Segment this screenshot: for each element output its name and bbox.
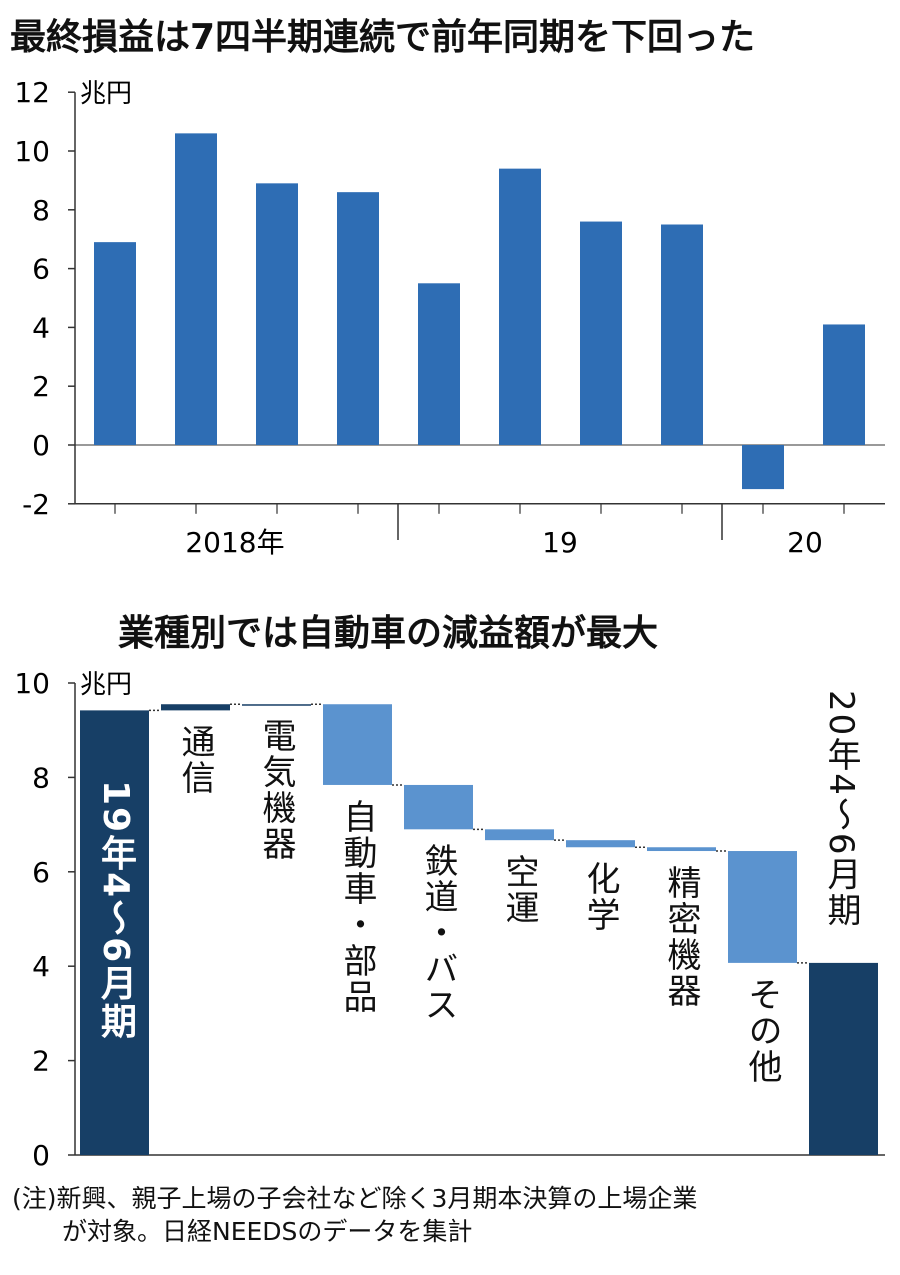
category-label: 空運	[499, 854, 539, 927]
category-label: 通信	[175, 724, 215, 797]
change-bar	[242, 704, 311, 706]
group-label: 20	[787, 526, 823, 559]
y-tick-label: 6	[32, 253, 50, 286]
total-bar	[809, 962, 878, 1155]
category-label: 精密機器	[661, 865, 701, 1010]
category-label: 20年4〜6月期	[821, 690, 861, 929]
y-tick-label: -2	[22, 488, 50, 521]
change-bar	[566, 840, 635, 848]
bar	[823, 324, 865, 445]
category-label: 化学	[580, 861, 620, 934]
change-bar	[647, 847, 716, 852]
y-tick-label: 4	[32, 311, 50, 344]
y-tick-label: 8	[32, 194, 50, 227]
bar	[256, 183, 298, 445]
category-label: 電気機器	[256, 718, 296, 863]
chart2-title: 業種別では自動車の減益額が最大	[118, 613, 659, 654]
group-label: 2018年	[185, 526, 284, 559]
y-tick-label: 10	[14, 667, 50, 700]
y-tick-label: 6	[32, 856, 50, 889]
bar	[580, 221, 622, 445]
change-bar	[404, 784, 473, 830]
y-tick-label: 8	[32, 761, 50, 794]
y-tick-label: 4	[32, 950, 50, 983]
footnote-line: (注)新興、親子上場の子会社など除く3月期本決算の上場企業	[12, 1184, 698, 1213]
y-tick-label: 10	[14, 135, 50, 168]
change-bar	[485, 829, 554, 841]
bar	[175, 133, 217, 446]
y-unit-label: 兆円	[80, 670, 132, 700]
bar	[418, 283, 460, 445]
y-tick-label: 2	[32, 370, 50, 403]
bar	[94, 242, 136, 445]
category-label: 鉄道・バス	[418, 843, 458, 1024]
change-bar	[323, 704, 392, 785]
total-bar	[80, 710, 149, 1155]
bar	[499, 168, 541, 445]
y-unit-label: 兆円	[80, 79, 132, 109]
change-bar	[728, 851, 797, 963]
y-tick-label: 12	[14, 76, 50, 109]
chart1-title: 最終損益は7四半期連続で前年同期を下回った	[10, 17, 756, 58]
bar	[661, 224, 703, 445]
y-tick-label: 0	[32, 1139, 50, 1172]
category-label: 自動車・部品	[337, 798, 377, 1015]
footnote: (注)新興、親子上場の子会社など除く3月期本決算の上場企業 が対象。日経NEED…	[12, 1182, 697, 1248]
group-label: 19	[542, 526, 578, 559]
category-label: その他	[742, 976, 782, 1085]
bar	[337, 192, 379, 445]
change-bar	[161, 704, 230, 711]
bar	[742, 445, 784, 490]
footnote-line: が対象。日経NEEDSのデータを集計	[12, 1217, 473, 1246]
y-tick-label: 0	[32, 429, 50, 462]
category-label: 19年4〜6月期	[95, 780, 136, 1041]
y-tick-label: 2	[32, 1045, 50, 1078]
